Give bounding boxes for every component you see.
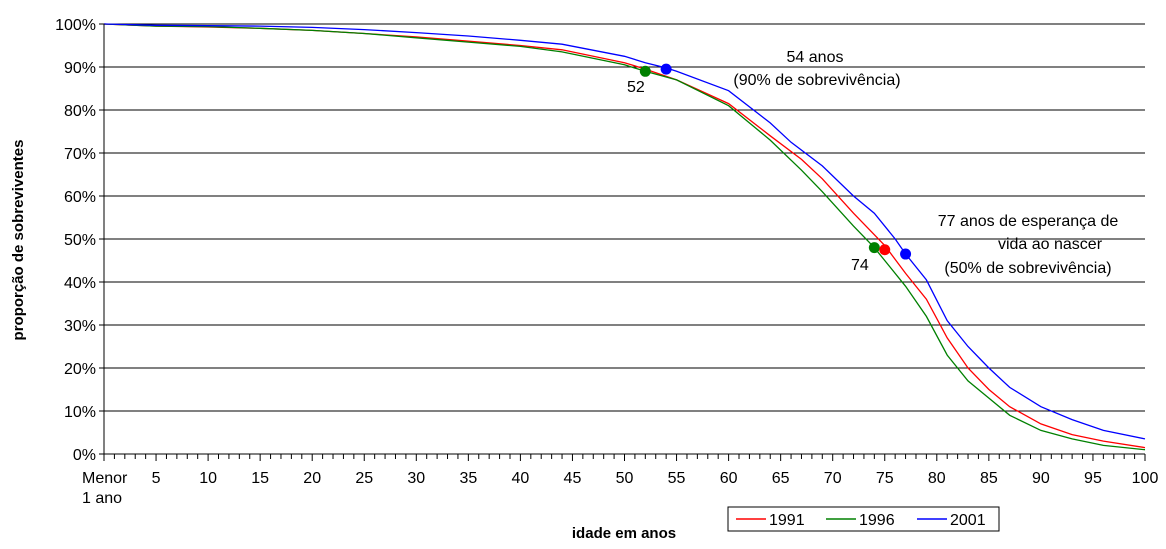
annotation-77-anos: vida ao nascer (998, 236, 1103, 253)
x-tick-label: 35 (459, 470, 477, 487)
series-line-2001 (103, 23, 1146, 440)
x-tick-label: 75 (876, 470, 894, 487)
x-tick-label: 40 (512, 470, 530, 487)
x-tick-label: 90 (1032, 470, 1050, 487)
annotation-77-anos: 77 anos de esperança de (938, 213, 1119, 230)
x-tick-label: 95 (1084, 470, 1102, 487)
x-tick-label: 55 (668, 470, 686, 487)
x-tick-label: 65 (772, 470, 790, 487)
y-tick-label: 20% (64, 361, 96, 378)
series-line-1991 (103, 23, 1146, 449)
marker-point (660, 63, 672, 75)
y-tick-label: 60% (64, 189, 96, 206)
marker-label: 52 (627, 79, 645, 96)
y-axis-title: proporção de sobreviventes (10, 140, 27, 341)
x-tick-label: 30 (407, 470, 425, 487)
x-tick-label: 60 (720, 470, 738, 487)
annotation-77-anos: (50% de sobrevivência) (944, 260, 1111, 277)
legend-label-1991: 1991 (769, 512, 805, 529)
axes (99, 23, 1146, 461)
y-tick-label: 40% (64, 275, 96, 292)
annotation-54-anos: 54 anos (787, 49, 844, 66)
marker-point (639, 65, 651, 77)
x-tick-label: 70 (824, 470, 842, 487)
marker-label: 74 (851, 257, 869, 274)
y-tick-label: 10% (64, 404, 96, 421)
x-tick-label: 85 (980, 470, 998, 487)
x-tick-label: 15 (251, 470, 269, 487)
series-lines (103, 23, 1146, 451)
annotations: 54 anos (90% de sobrevivência) 77 anos de … (733, 49, 1118, 277)
x-tick-label: 45 (564, 470, 582, 487)
x-tick-label: 5 (152, 470, 161, 487)
marker-point (900, 248, 912, 260)
y-tick-label: 50% (64, 232, 96, 249)
x-tick-label: 20 (303, 470, 321, 487)
y-tick-label: 0% (73, 447, 96, 464)
x-tick-label: 10 (199, 470, 217, 487)
y-tick-label: 30% (64, 318, 96, 335)
x-tick-label: 100 (1132, 470, 1159, 487)
y-tick-label: 70% (64, 146, 96, 163)
x-tick-label: 50 (616, 470, 634, 487)
y-tick-label: 90% (64, 60, 96, 77)
x-tick-label: Menor (82, 470, 128, 487)
legend: 1991 1996 2001 (727, 506, 1000, 532)
marker-point (879, 244, 891, 256)
marker-point (868, 242, 880, 254)
tick-labels: 0% 10% 20% 30% 40% 50% 60% 70% 80% 90% 100% Menor 1 … (55, 17, 1158, 507)
y-tick-label: 100% (55, 17, 96, 34)
legend-box (727, 506, 1000, 532)
x-tick-label: 80 (928, 470, 946, 487)
legend-label-2001: 2001 (950, 512, 986, 529)
x-axis-title: idade em anos (572, 525, 676, 542)
gridlines (104, 23, 1145, 412)
annotation-54-anos: (90% de sobrevivência) (733, 72, 900, 89)
x-tick-label: 1 ano (82, 490, 122, 507)
legend-label-1996: 1996 (859, 512, 895, 529)
y-tick-label: 80% (64, 103, 96, 120)
series-line-1996 (103, 23, 1146, 451)
markers: 52 74 (627, 63, 912, 274)
x-tick-label: 25 (355, 470, 373, 487)
